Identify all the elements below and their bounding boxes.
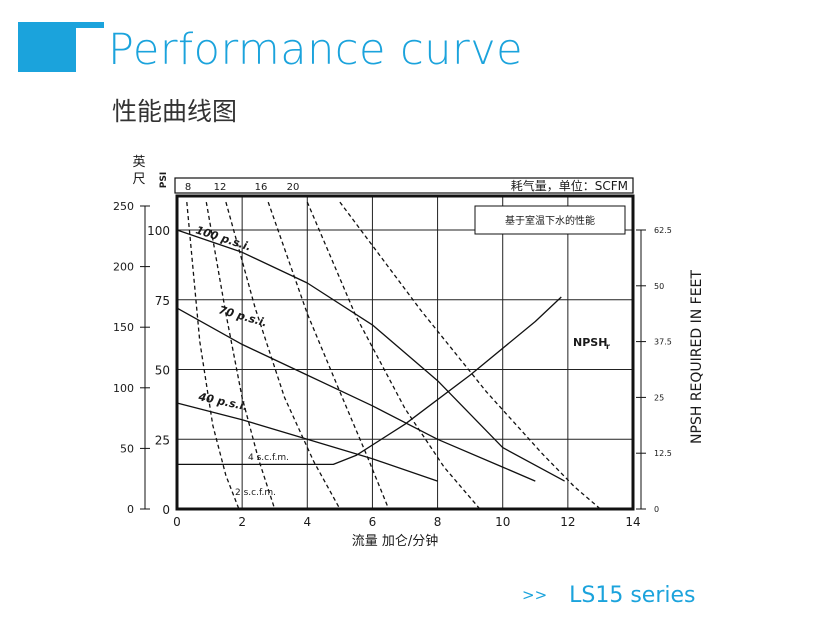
feet-axis-label-top: 英 <box>132 155 145 170</box>
series-line <box>176 229 565 482</box>
npsh-tick-label: 62.5 <box>654 226 672 235</box>
npsh-tick-label: 25 <box>654 393 664 402</box>
x-tick-label: 2 <box>238 515 246 529</box>
psi-tick-label: 100 <box>147 224 170 238</box>
page-subtitle: 性能曲线图 <box>112 97 238 126</box>
npsh-tick-label: 37.5 <box>654 338 672 347</box>
npsh-tick-label: 12.5 <box>654 449 672 458</box>
series-name: LS15 series <box>569 583 696 608</box>
curve-label-npsh: NPSH <box>573 336 607 349</box>
psi-axis-label: PSI <box>159 172 169 188</box>
feet-tick-label: 100 <box>113 382 134 395</box>
x-tick-label: 0 <box>173 515 181 529</box>
x-tick-label: 8 <box>434 515 442 529</box>
curve-label-4scfm: 4 s.c.f.m. <box>248 453 289 463</box>
curve-label-2scfm: 2 s.c.f.m. <box>235 488 276 498</box>
series-line <box>205 201 276 510</box>
curve-label-70psi: 70 p.s.i. <box>217 303 269 329</box>
feet-axis-label-bottom: 尺 <box>132 172 145 187</box>
series-line <box>186 202 240 510</box>
page-title: Performance curve <box>108 25 524 75</box>
x-tick-label: 6 <box>369 515 377 529</box>
series-line <box>177 296 562 466</box>
curve-label-npsh-subscript: r <box>606 342 610 351</box>
series-label: >> LS15 series <box>522 583 696 608</box>
feet-tick-label: 200 <box>113 261 134 274</box>
brand-logo-block <box>18 22 76 72</box>
curve-label-100psi: 100 p.s.i. <box>194 223 253 253</box>
series-line <box>225 201 341 510</box>
npsh-tick-label: 0 <box>654 505 659 514</box>
psi-tick-label: 50 <box>155 364 170 378</box>
scfm-tick-label: 8 <box>185 182 191 193</box>
x-tick-label: 4 <box>303 515 311 529</box>
npsh-axis-title: NPSH REQUIRED IN FEET <box>689 270 705 444</box>
feet-tick-label: 50 <box>120 442 134 455</box>
plot-frame <box>175 194 635 511</box>
scfm-tick-label: 16 <box>255 182 268 193</box>
x-tick-label: 14 <box>625 515 640 529</box>
x-tick-label: 10 <box>495 515 510 529</box>
note-text: 基于室温下水的性能 <box>505 214 595 227</box>
psi-tick-label: 25 <box>155 433 170 447</box>
feet-tick-label: 250 <box>113 200 134 213</box>
scfm-bar-label: 耗气量，单位：SCFM <box>511 178 628 193</box>
x-tick-label: 12 <box>560 515 575 529</box>
psi-tick-label: 0 <box>162 503 170 517</box>
note-box <box>474 205 626 235</box>
feet-tick-label: 0 <box>127 503 134 516</box>
series-line <box>306 201 481 510</box>
x-axis-label: 流量 加仑/分钟 <box>352 533 439 549</box>
series-line <box>267 201 390 510</box>
scfm-tick-label: 12 <box>214 182 227 193</box>
series-line <box>339 201 601 510</box>
scfm-tick-label: 20 <box>287 182 300 193</box>
scfm-bar <box>174 177 634 194</box>
series-line <box>176 307 536 482</box>
npsh-tick-label: 50 <box>654 282 664 291</box>
feet-tick-label: 150 <box>113 321 134 334</box>
series-arrows: >> <box>522 586 548 604</box>
psi-tick-label: 75 <box>155 294 170 308</box>
brand-logo-bar <box>76 22 104 28</box>
series-line <box>176 402 438 482</box>
